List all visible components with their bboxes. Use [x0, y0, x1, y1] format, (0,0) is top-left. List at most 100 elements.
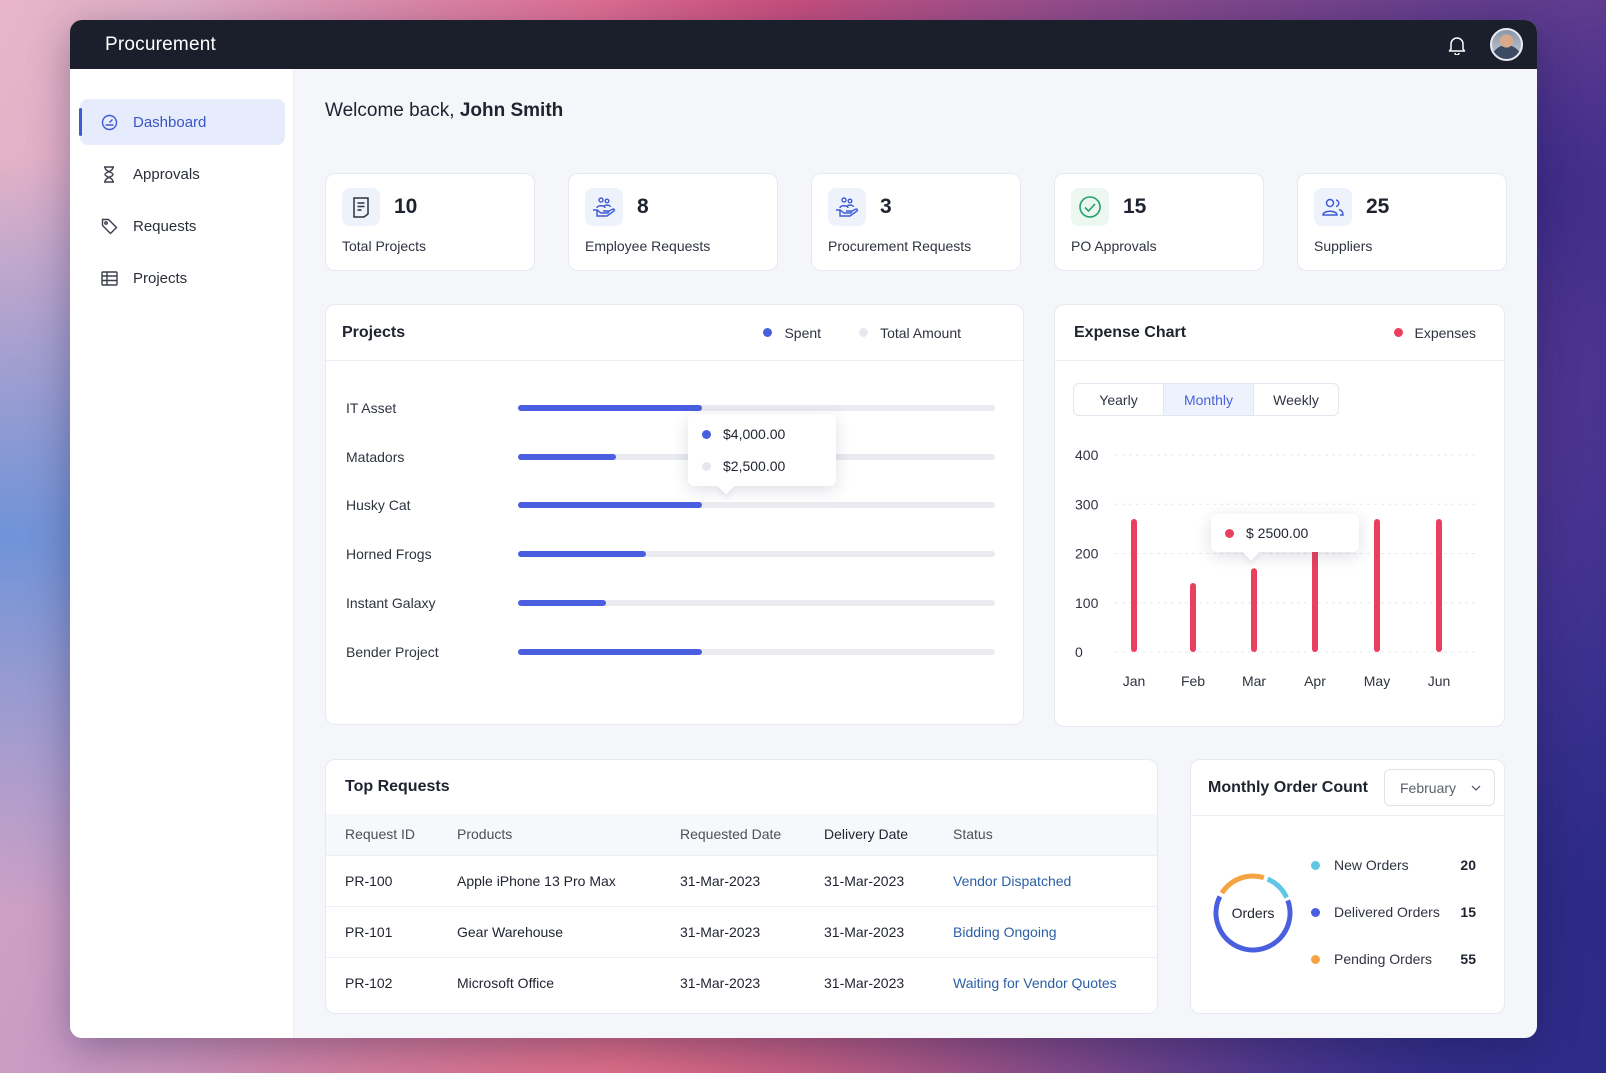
table-row[interactable]: PR-101 Gear Warehouse 31-Mar-2023 31-Mar…: [326, 906, 1157, 958]
table-row[interactable]: PR-100 Apple iPhone 13 Pro Max 31-Mar-20…: [326, 855, 1157, 907]
stat-card-suppliers[interactable]: 25 Suppliers: [1297, 173, 1507, 271]
progress-fill: [518, 405, 702, 411]
welcome-heading: Welcome back, John Smith: [325, 100, 563, 122]
project-row[interactable]: Instant Galaxy: [346, 593, 995, 613]
legend-expenses: Expenses: [1393, 325, 1476, 341]
legend-dot: [1311, 907, 1320, 917]
status-link[interactable]: Bidding Ongoing: [953, 906, 1157, 958]
column-header[interactable]: Status: [953, 814, 1157, 856]
hand-people-icon: [585, 188, 623, 226]
sidebar: Dashboard Approvals Requests: [70, 69, 294, 1038]
hourglass-icon: [100, 165, 118, 183]
users-icon: [1314, 188, 1352, 226]
project-name: Horned Frogs: [346, 546, 432, 563]
project-name: IT Asset: [346, 400, 397, 416]
y-tick-label: 200: [1075, 546, 1099, 562]
progress-track: [518, 551, 995, 558]
progress-track: [518, 405, 995, 411]
month-select-value: February: [1400, 779, 1457, 796]
column-header[interactable]: Delivery Date: [824, 814, 953, 856]
legend-label: Total Amount: [880, 324, 961, 341]
x-tick-label: Jan: [1123, 673, 1146, 689]
month-select[interactable]: February: [1384, 769, 1495, 806]
table-row[interactable]: PR-102 Microsoft Office 31-Mar-2023 31-M…: [326, 957, 1157, 1008]
requests-panel-header: Top Requests: [326, 760, 1157, 814]
tab-weekly[interactable]: Weekly: [1273, 391, 1319, 408]
project-name: Bender Project: [346, 643, 439, 660]
stat-value: 3: [880, 195, 892, 218]
tooltip-value: $2,500.00: [723, 458, 786, 474]
legend-label: Spent: [784, 324, 822, 341]
app-title: Procurement: [105, 33, 216, 55]
progress-fill: [518, 648, 702, 655]
legend-new-orders: New Orders 20: [1311, 857, 1476, 873]
tooltip-row-spent: $4,000.00: [688, 418, 836, 450]
expense-bar[interactable]: [1251, 568, 1257, 652]
tooltip-dot: [702, 461, 711, 471]
stat-value: 15: [1123, 195, 1147, 218]
tag-icon: [100, 217, 118, 235]
progress-track: [518, 502, 995, 509]
stat-label: Suppliers: [1314, 238, 1373, 254]
legend-pending-orders: Pending Orders 55: [1311, 951, 1476, 967]
y-tick-label: 100: [1075, 595, 1099, 611]
hand-people-icon: [828, 188, 866, 226]
expense-bar[interactable]: [1312, 548, 1318, 652]
sidebar-item-dashboard[interactable]: Dashboard: [79, 99, 285, 145]
panel-title: Top Requests: [345, 778, 450, 795]
stat-value: 10: [394, 195, 418, 218]
tab-monthly[interactable]: Monthly: [1164, 384, 1254, 415]
y-tick-label: 0: [1075, 644, 1083, 660]
sidebar-item-approvals[interactable]: Approvals: [80, 151, 285, 197]
status-link[interactable]: Vendor Dispatched: [953, 855, 1157, 907]
project-row[interactable]: Matadors: [346, 447, 995, 467]
panel-title: Expense Chart: [1074, 323, 1187, 341]
project-row[interactable]: IT Asset: [346, 398, 995, 418]
sidebar-item-requests[interactable]: Requests: [80, 203, 285, 249]
sidebar-item-label: Dashboard: [133, 113, 207, 131]
legend-dot: [1311, 954, 1320, 964]
progress-track: [518, 648, 995, 655]
stat-label: Employee Requests: [585, 238, 711, 254]
legend-value: 20: [1460, 857, 1476, 873]
stat-card-po-approvals[interactable]: 15 PO Approvals: [1054, 173, 1264, 271]
y-tick-label: 400: [1075, 447, 1099, 463]
avatar[interactable]: [1490, 28, 1523, 61]
column-header[interactable]: Products: [457, 814, 680, 856]
top-requests-panel: Top Requests Request ID Products Request…: [325, 759, 1158, 1014]
bell-icon[interactable]: [1446, 34, 1468, 56]
document-icon: [342, 188, 380, 226]
status-link[interactable]: Waiting for Vendor Quotes: [953, 974, 1117, 991]
progress-fill: [518, 502, 702, 509]
project-row[interactable]: Horned Frogs: [346, 544, 995, 564]
stat-card-procurement-requests[interactable]: 3 Procurement Requests: [811, 173, 1021, 271]
projects-panel: Projects Spent Total Amount IT Asset Mata…: [325, 304, 1024, 725]
column-header[interactable]: Requested Date: [680, 814, 824, 856]
top-bar: Procurement: [70, 20, 1537, 69]
chevron-down-icon: [1470, 781, 1482, 797]
panel-title: Monthly Order Count: [1208, 778, 1368, 796]
sidebar-item-label: Approvals: [133, 165, 200, 183]
stat-card-total-projects[interactable]: 10 Total Projects: [325, 173, 535, 271]
expense-bar[interactable]: [1436, 519, 1442, 652]
stat-label: Procurement Requests: [828, 238, 972, 254]
stat-card-employee-requests[interactable]: 8 Employee Requests: [568, 173, 778, 271]
expense-bar[interactable]: [1190, 583, 1196, 652]
project-name: Matadors: [346, 448, 405, 465]
project-row[interactable]: Husky Cat: [346, 495, 995, 515]
expense-bar[interactable]: [1131, 519, 1137, 652]
legend-total-amount: Total Amount: [859, 325, 961, 341]
progress-fill: [518, 551, 646, 558]
product-name: Gear Warehouse: [457, 906, 680, 958]
projects-icon: [100, 269, 118, 287]
expense-bar[interactable]: [1374, 519, 1380, 652]
tab-yearly[interactable]: Yearly: [1074, 384, 1164, 415]
tooltip-dot: [1225, 528, 1234, 538]
sidebar-item-label: Requests: [133, 217, 197, 235]
column-header[interactable]: Request ID: [326, 814, 457, 856]
project-row[interactable]: Bender Project: [346, 642, 995, 662]
expense-chart-panel: Expense Chart Expenses Yearly Monthly We…: [1054, 304, 1505, 727]
sidebar-item-projects[interactable]: Projects: [80, 255, 285, 301]
tooltip-value: $ 2500.00: [1246, 525, 1309, 541]
requested-date: 31-Mar-2023: [680, 974, 761, 991]
